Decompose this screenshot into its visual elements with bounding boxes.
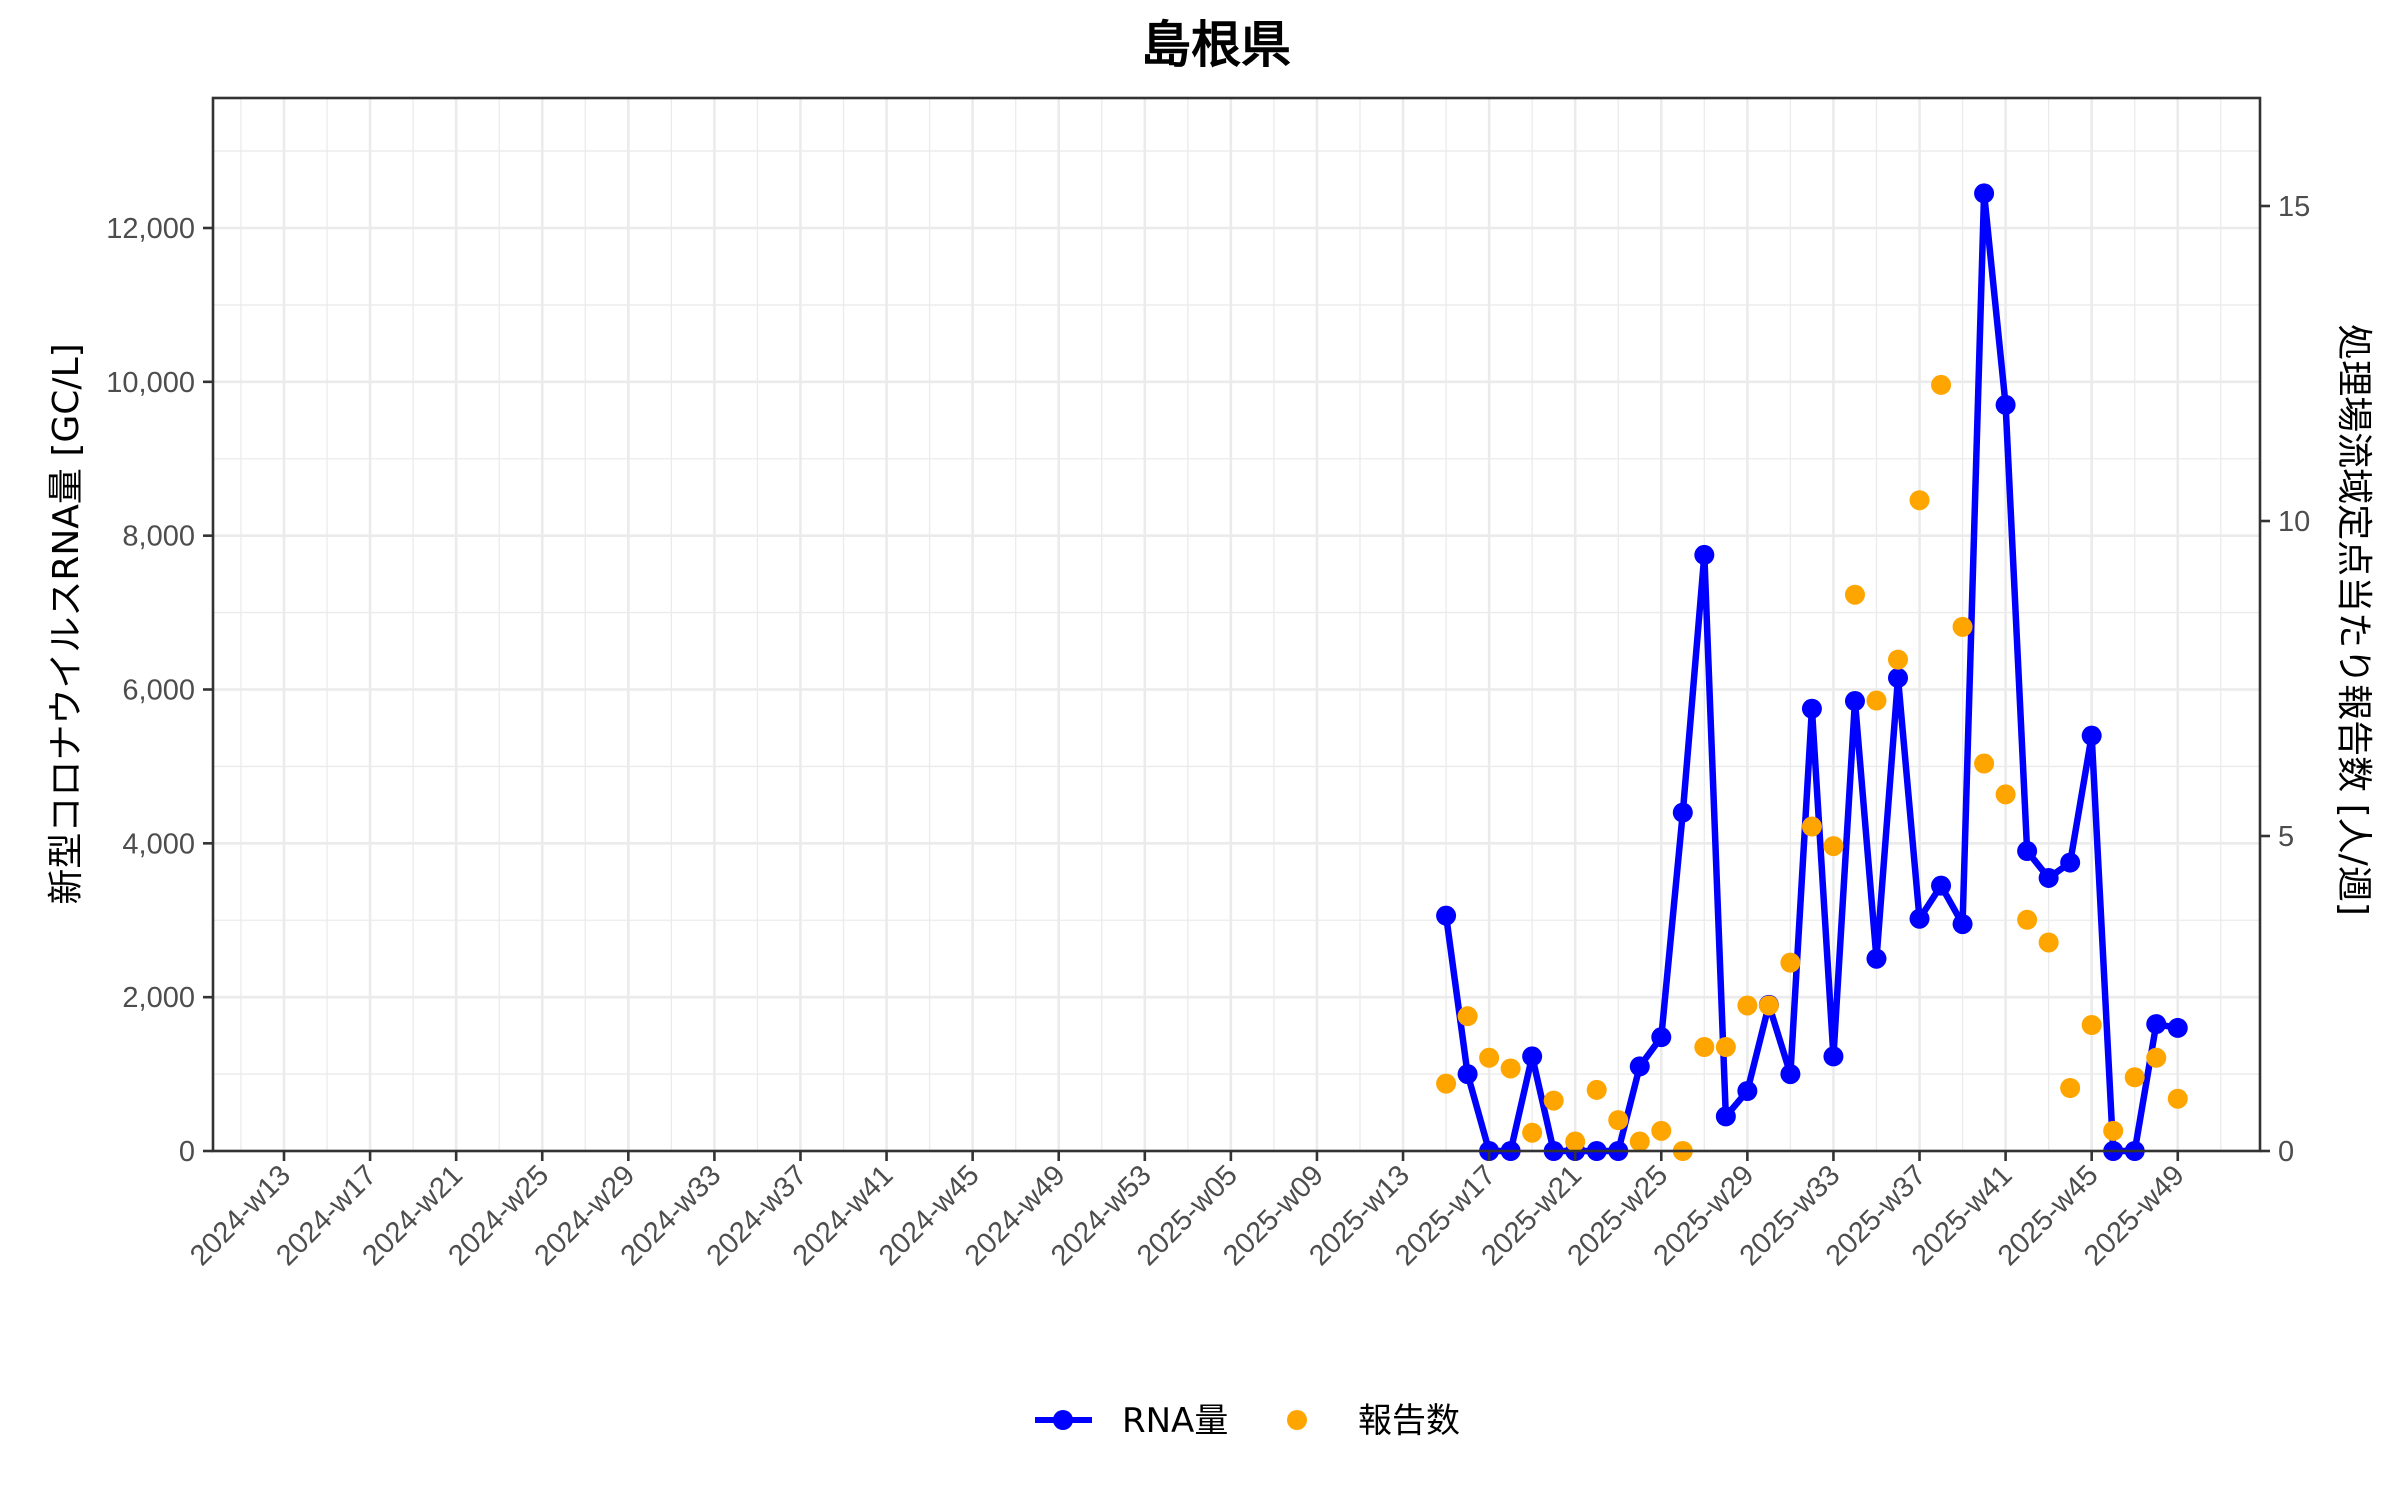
y-tick-label: 10,000 <box>106 367 195 399</box>
report-point <box>1479 1047 1500 1068</box>
report-point <box>1758 995 1779 1016</box>
report-point <box>1543 1090 1564 1111</box>
y-tick-label: 12,000 <box>106 213 195 245</box>
report-point <box>1457 1006 1478 1027</box>
report-point <box>2060 1078 2081 1098</box>
report-point <box>1952 616 1973 637</box>
rna-point <box>1888 667 1908 688</box>
rna-point <box>1995 394 2016 415</box>
legend-point-icon <box>1053 1410 1073 1430</box>
rna-point <box>1780 1064 1801 1085</box>
rna-point <box>1737 1081 1758 1102</box>
rna-point <box>1436 905 1457 926</box>
rna-point <box>2038 867 2059 888</box>
plot-frame <box>211 96 2262 1153</box>
report-point <box>2017 909 2038 930</box>
rna-point <box>1866 948 1887 969</box>
y-axis-title: 新型コロナウイルスRNA量 [GC/L] <box>46 343 87 904</box>
y2-tick-label: 15 <box>2278 191 2310 223</box>
report-point <box>1629 1131 1650 1152</box>
rna-point <box>1801 698 1822 719</box>
report-point <box>1565 1131 1586 1152</box>
report-point <box>1436 1073 1457 1094</box>
rna-point <box>2167 1017 2188 1038</box>
rna-point <box>1844 691 1865 712</box>
rna-point <box>1694 544 1715 565</box>
report-point <box>1888 649 1908 670</box>
rna-point <box>2146 1014 2167 1035</box>
report-point <box>1608 1110 1629 1131</box>
report-point <box>1801 816 1822 837</box>
rna-point <box>2081 725 2102 746</box>
report-point <box>2167 1088 2188 1109</box>
y-tick-label: 4,000 <box>122 828 195 860</box>
report-point <box>1500 1058 1521 1079</box>
legend: RNA量 報告数 <box>1035 1401 1460 1441</box>
legend-label-rna: RNA量 <box>1122 1401 1228 1441</box>
chart-title: 島根県 <box>1141 16 1291 74</box>
report-point <box>1694 1037 1715 1058</box>
rna-point <box>1952 914 1973 935</box>
report-point <box>2124 1067 2145 1088</box>
report-point <box>1586 1079 1607 1100</box>
report-point <box>2146 1047 2167 1068</box>
legend-item-reports: 報告数 <box>1287 1401 1460 1441</box>
report-point <box>1931 374 1952 395</box>
report-point <box>1737 995 1758 1016</box>
report-point <box>1522 1122 1543 1143</box>
y2-tick-label: 0 <box>2278 1136 2294 1168</box>
rna-point <box>1715 1106 1736 1127</box>
rna-point <box>1974 183 1995 204</box>
legend-dot-icon <box>1287 1410 1307 1430</box>
rna-point <box>1651 1027 1672 1048</box>
report-point <box>2038 932 2059 953</box>
rna-point <box>1909 908 1930 929</box>
report-point <box>1974 753 1995 774</box>
y-tick-label: 0 <box>179 1136 195 1168</box>
y-tick-label: 2,000 <box>122 982 195 1014</box>
legend-item-rna: RNA量 <box>1035 1401 1228 1441</box>
rna-point <box>2017 841 2038 862</box>
report-point <box>1823 836 1844 857</box>
y2-axis-title: 処理場流域定点当たり報告数 [人/週] <box>2333 324 2374 916</box>
rna-point <box>2060 852 2081 873</box>
report-point <box>1780 952 1801 973</box>
report-point <box>1651 1120 1672 1141</box>
rna-point <box>1672 802 1693 823</box>
rna-point <box>1522 1046 1543 1067</box>
rna-point <box>1823 1046 1844 1067</box>
report-point <box>2103 1120 2124 1141</box>
rna-point <box>1931 875 1952 896</box>
rna-line <box>1442 190 2179 1155</box>
legend-label-reports: 報告数 <box>1358 1401 1460 1441</box>
report-point <box>1715 1037 1736 1058</box>
y-tick-label: 8,000 <box>122 521 195 553</box>
report-point <box>2081 1015 2102 1035</box>
y2-tick-label: 5 <box>2278 821 2294 853</box>
report-point <box>1909 490 1930 511</box>
plot-area <box>1436 183 2188 1161</box>
y-tick-label: 6,000 <box>122 675 195 707</box>
report-point <box>1844 584 1865 605</box>
rna-point <box>1629 1056 1650 1077</box>
report-point <box>1866 690 1887 711</box>
rna-point <box>1457 1064 1478 1085</box>
report-point <box>1995 784 2016 805</box>
grid <box>213 98 2260 1153</box>
y2-tick-label: 10 <box>2278 506 2310 538</box>
